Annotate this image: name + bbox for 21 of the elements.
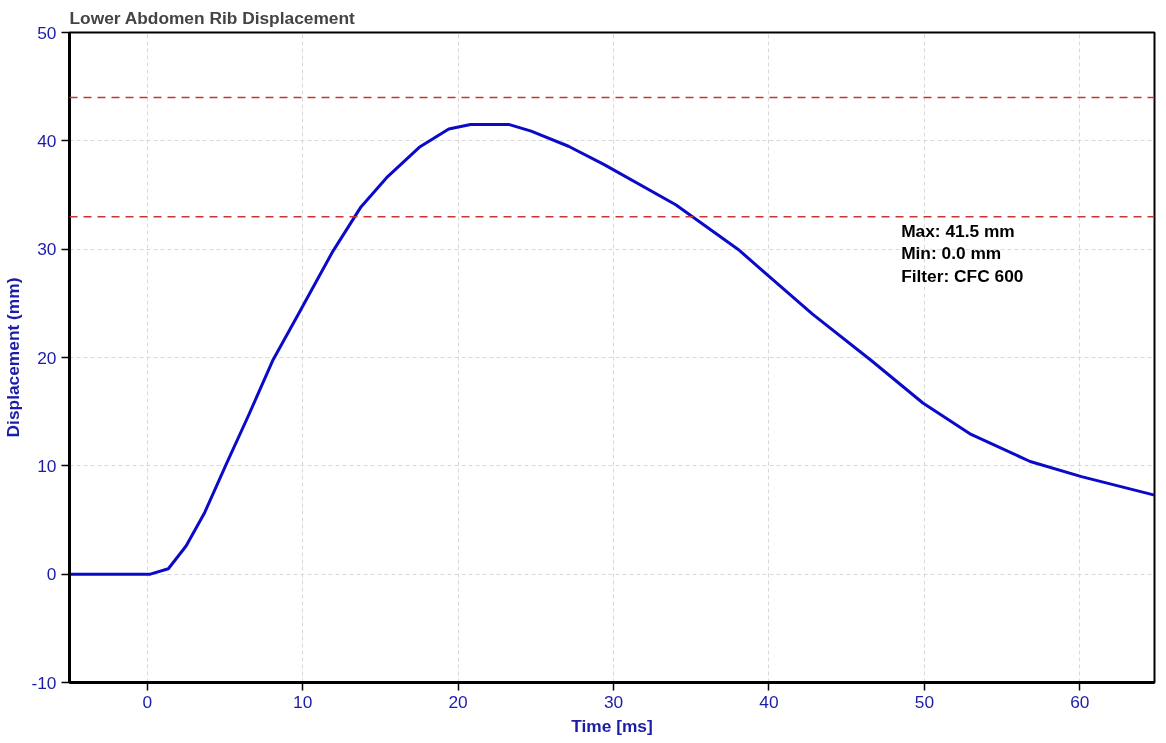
chart-title: Lower Abdomen Rib Displacement	[69, 7, 356, 28]
y-tick-label: 30	[37, 239, 57, 260]
x-axis-title: Time [ms]	[571, 715, 653, 736]
y-axis-title: Displacement (mm)	[3, 277, 24, 438]
x-tick-label: 40	[759, 691, 779, 712]
x-tick-label: 50	[914, 691, 935, 712]
y-tick-label: -10	[31, 672, 57, 693]
y-tick-label: 40	[37, 130, 57, 151]
line-series	[69, 123, 1155, 576]
annotation: Min: 0.0 mm	[901, 243, 1002, 264]
annotation: Filter: CFC 600	[901, 266, 1024, 286]
y-tick-label: 0	[46, 564, 57, 585]
x-tick-label: 30	[603, 691, 624, 712]
y-tick-label: 10	[37, 455, 57, 476]
y-tick-label: 20	[37, 347, 57, 368]
y-tick-label: 50	[37, 22, 57, 43]
x-tick-label: 10	[293, 691, 313, 712]
x-tick-label: 0	[142, 691, 153, 712]
x-tick-label: 60	[1070, 691, 1090, 712]
annotation: Max: 41.5 mm	[901, 220, 1015, 241]
x-tick-label: 20	[448, 691, 468, 712]
